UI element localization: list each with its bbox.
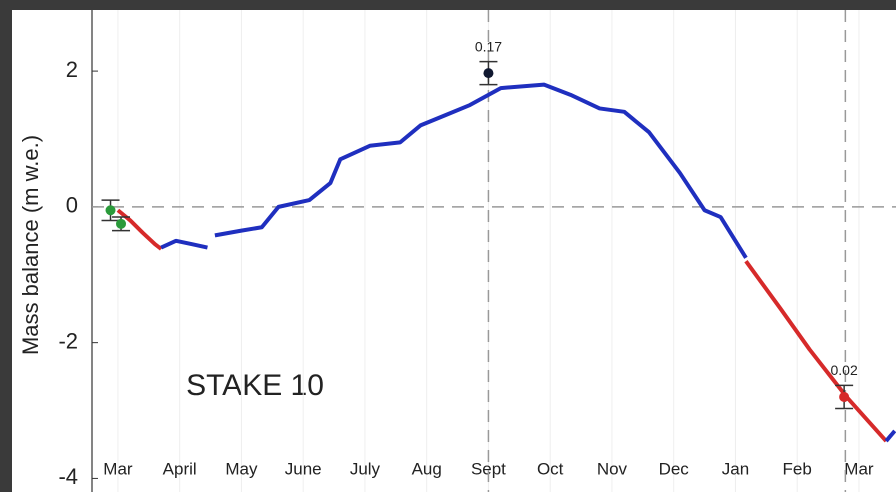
y-tick-label: 0 (66, 193, 78, 218)
y-tick-label: -2 (58, 328, 78, 353)
data-line (884, 429, 896, 443)
x-tick-label: April (163, 459, 197, 478)
data-line (744, 260, 888, 443)
x-tick-label: Aug (412, 459, 442, 478)
x-tick-label: Mar (844, 459, 874, 478)
data-line (160, 82, 748, 259)
x-tick-label: Nov (597, 459, 628, 478)
y-tick-label: 2 (66, 57, 78, 82)
x-tick-label: Dec (659, 459, 690, 478)
point-label: 0.02 (831, 362, 858, 378)
x-tick-label: June (285, 459, 322, 478)
point (105, 205, 116, 216)
annotation: STAKE 10 (186, 369, 324, 402)
point (483, 68, 494, 79)
y-axis-label: Mass balance (m w.e.) (18, 135, 43, 355)
x-tick-label: May (225, 459, 258, 478)
point (839, 391, 850, 402)
y-tick-label: -4 (58, 464, 78, 489)
x-tick-label: Oct (537, 459, 564, 478)
point (116, 218, 127, 229)
x-tick-label: July (350, 459, 381, 478)
x-tick-label: Feb (783, 459, 812, 478)
x-tick-label: Jan (722, 459, 749, 478)
x-tick-label: Sept (471, 459, 506, 478)
chart-area (12, 10, 896, 492)
point-label: 0.17 (475, 38, 502, 54)
x-tick-label: Mar (103, 459, 133, 478)
